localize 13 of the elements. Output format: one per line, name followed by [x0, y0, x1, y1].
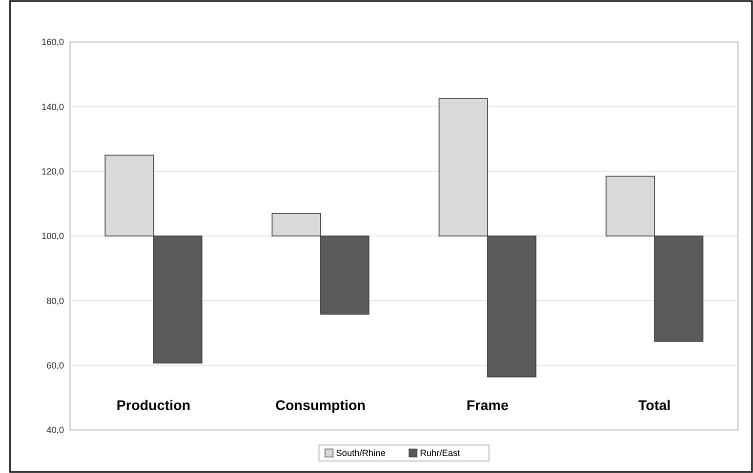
- y-tick-label: 140,0: [41, 102, 64, 112]
- y-tick-label: 80,0: [46, 296, 64, 306]
- x-tick-label: Total: [638, 396, 671, 413]
- y-tick-label: 120,0: [41, 166, 64, 176]
- legend-label: South/Rhine: [336, 448, 386, 458]
- x-tick-label: Consumption: [275, 396, 366, 413]
- y-tick-label: 60,0: [46, 360, 64, 370]
- y-tick-label: 40,0: [46, 425, 64, 436]
- x-tick-label: Production: [116, 396, 190, 413]
- legend-label: Ruhr/East: [420, 448, 461, 458]
- y-tick-label: 100,0: [41, 231, 64, 242]
- y-tick-label: 160,0: [41, 37, 64, 48]
- x-tick-label: Frame: [466, 396, 509, 413]
